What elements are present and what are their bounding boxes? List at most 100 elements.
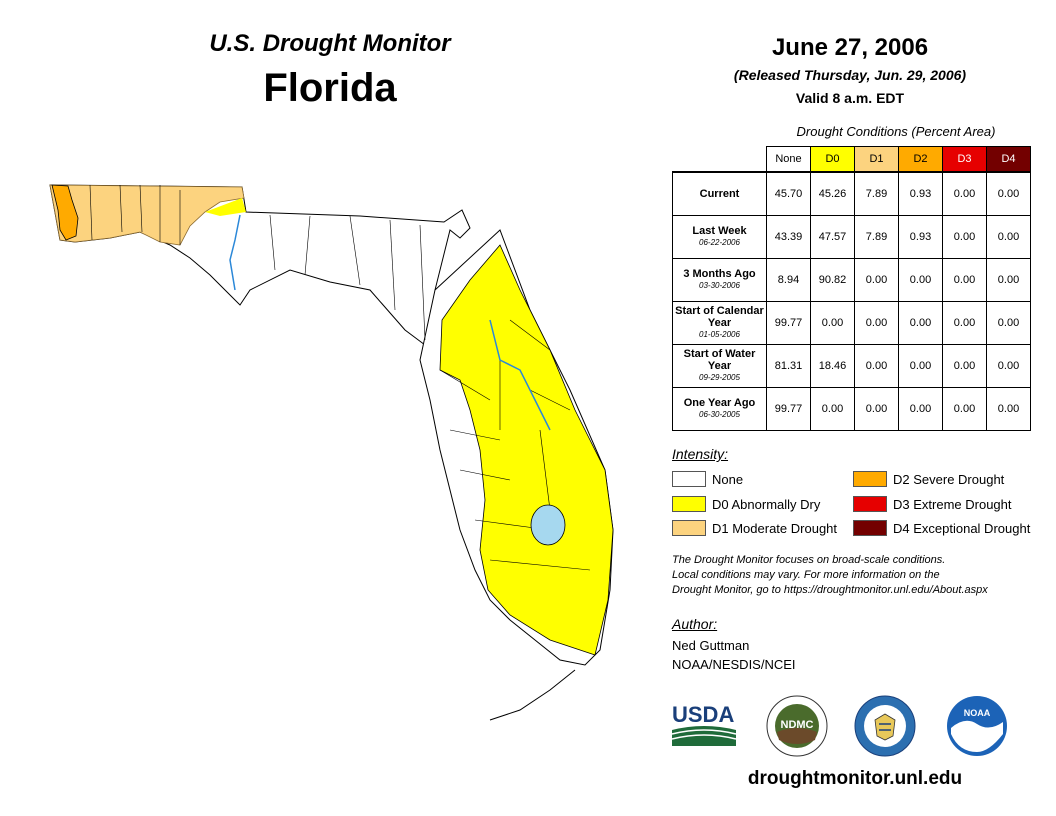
ndmc-logo: NDMC — [766, 695, 828, 757]
row-label-text: Last Week — [692, 225, 747, 237]
county-lines — [89, 184, 591, 571]
table-cell: 7.89 — [854, 171, 899, 216]
d0-panhandle — [205, 198, 246, 216]
legend-swatch — [672, 520, 706, 536]
legend-swatch — [853, 520, 887, 536]
legend-label: None — [712, 471, 744, 487]
release-date: (Released Thursday, Jun. 29, 2006) — [733, 67, 967, 83]
row-label: One Year Ago 06-30-2005 — [672, 387, 767, 431]
table-cell: 0.00 — [986, 344, 1031, 388]
col-header-none: None — [766, 146, 811, 173]
table-row: 3 Months Ago 03-30-2006 8.94 90.82 0.00 0.00 0… — [672, 258, 1031, 302]
table-cell: 0.00 — [898, 258, 943, 302]
monitor-title: U.S. Drought Monitor — [209, 30, 451, 57]
legend-item-d1: D1 Moderate Drought — [672, 520, 837, 536]
d2-region — [51, 184, 79, 241]
legend-swatch — [853, 496, 887, 512]
col-header-d1: D1 — [854, 146, 899, 173]
map-date: June 27, 2006 — [771, 34, 929, 61]
table-cell: 0.00 — [810, 387, 855, 431]
table-cell: 8.94 — [766, 258, 811, 302]
table-cell: 18.46 — [810, 344, 855, 388]
table-cell: 0.00 — [986, 387, 1031, 431]
table-cell: 0.00 — [854, 387, 899, 431]
col-header-d3: D3 — [942, 146, 987, 173]
table-cell: 0.00 — [898, 387, 943, 431]
legend-label: D0 Abnormally Dry — [712, 496, 821, 512]
table-cell: 0.93 — [898, 215, 943, 259]
table-row: Start of Water Year 09-29-2005 81.31 18.46 0… — [672, 344, 1031, 388]
table-cell: 0.00 — [898, 301, 943, 345]
row-label: Start of Water Year 09-29-2005 — [672, 344, 767, 388]
row-label: 3 Months Ago 03-30-2006 — [672, 258, 767, 302]
table-row: Current 45.70 45.26 7.89 0.93 0.00 0.00 — [672, 171, 1031, 216]
table-cell: 0.00 — [986, 171, 1031, 216]
legend-item-d0: D0 Abnormally Dry — [672, 496, 820, 512]
table-row: Last Week 06-22-2006 43.39 47.57 7.89 0.93 0.0… — [672, 215, 1031, 259]
noaa-logo-text: NOAA — [964, 708, 991, 718]
usda-logo: USDA — [671, 702, 737, 746]
drought-conditions-table: None D0 D1 D2 D3 D4 Current 45.70 45.26 7.8… — [672, 146, 1031, 431]
author-name: Ned Guttman — [672, 638, 750, 653]
lake-okeechobee — [530, 504, 566, 546]
noaa-logo: NOAA — [947, 696, 1007, 756]
note-line: The Drought Monitor focuses on broad-sca… — [672, 554, 946, 566]
author-title: Author: — [672, 616, 718, 632]
row-label-text: One Year Ago — [683, 397, 756, 409]
col-header-d2: D2 — [898, 146, 943, 173]
legend-item-d2: D2 Severe Drought — [853, 471, 1004, 487]
ndmc-logo-text: NDMC — [781, 719, 814, 731]
row-label: Start of Calendar Year 01-05-2006 — [672, 301, 767, 345]
river — [229, 214, 241, 291]
header-spacer — [673, 147, 767, 173]
legend-label: D3 Extreme Drought — [893, 496, 1012, 512]
table-cell: 47.57 — [810, 215, 855, 259]
table-cell: 0.00 — [942, 344, 987, 388]
table-cell: 45.70 — [766, 171, 811, 216]
row-label-text: Start of Water Year — [683, 348, 756, 372]
commerce-seal — [854, 695, 916, 757]
legend-item-d3: D3 Extreme Drought — [853, 496, 1012, 512]
note-line: Local conditions may vary. For more info… — [672, 569, 940, 581]
table-cell: 7.89 — [854, 215, 899, 259]
legend-item-d4: D4 Exceptional Drought — [853, 520, 1030, 536]
table-cell: 0.00 — [942, 258, 987, 302]
table-cell: 0.00 — [986, 301, 1031, 345]
legend-swatch — [672, 496, 706, 512]
florida-drought-map — [49, 184, 614, 721]
table-cell: 0.93 — [898, 171, 943, 216]
table-cell: 0.00 — [898, 344, 943, 388]
table-cell: 0.00 — [854, 258, 899, 302]
table-cell: 0.00 — [942, 387, 987, 431]
col-header-d0: D0 — [810, 146, 855, 173]
note-line: Drought Monitor, go to https://droughtmo… — [672, 584, 988, 596]
row-date: 03-30-2006 — [699, 281, 740, 290]
state-title: Florida — [263, 66, 397, 110]
table-cell: 90.82 — [810, 258, 855, 302]
row-label: Last Week 06-22-2006 — [672, 215, 767, 259]
row-date: 01-05-2006 — [699, 330, 740, 339]
table-cell: 99.77 — [766, 301, 811, 345]
table-row: Start of Calendar Year 01-05-2006 99.77 0.0… — [672, 301, 1031, 345]
table-caption: Drought Conditions (Percent Area) — [796, 124, 996, 139]
legend-swatch — [672, 471, 706, 487]
table-cell: 43.39 — [766, 215, 811, 259]
table-header-row: None D0 D1 D2 D3 D4 — [673, 146, 1031, 173]
table-cell: 0.00 — [854, 301, 899, 345]
disclaimer-note: The Drought Monitor focuses on broad-sca… — [672, 553, 1042, 598]
row-label: Current — [672, 171, 767, 216]
website-link[interactable]: droughtmonitor.unl.edu — [747, 768, 963, 789]
row-date: 09-29-2005 — [699, 373, 740, 382]
table-cell: 0.00 — [942, 215, 987, 259]
table-cell: 45.26 — [810, 171, 855, 216]
legend-title: Intensity: — [672, 446, 729, 462]
table-cell: 0.00 — [986, 258, 1031, 302]
table-cell: 0.00 — [986, 215, 1031, 259]
table-cell: 0.00 — [942, 301, 987, 345]
river — [489, 319, 551, 431]
legend-label: D4 Exceptional Drought — [893, 520, 1031, 536]
row-date: 06-30-2005 — [699, 410, 740, 419]
usda-logo-text: USDA — [672, 702, 734, 727]
florida-keys — [489, 669, 576, 721]
legend-swatch — [853, 471, 887, 487]
